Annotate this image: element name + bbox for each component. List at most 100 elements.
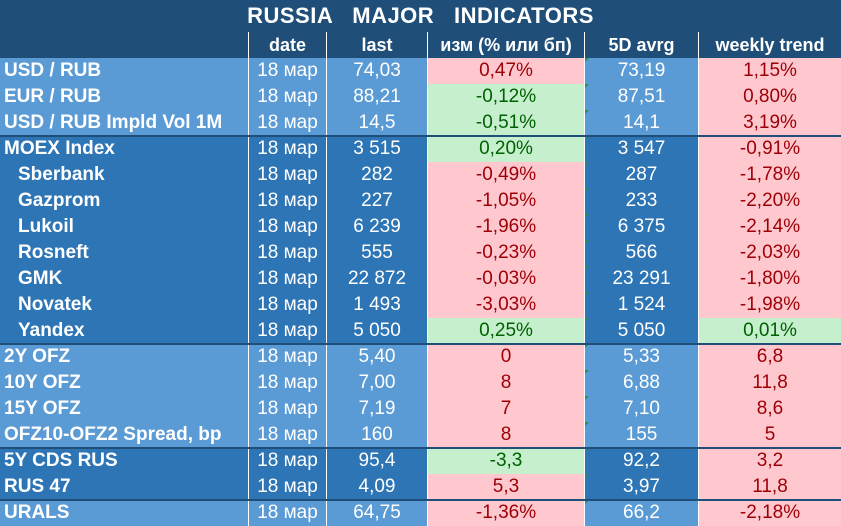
indicator-name: Gazprom [0, 188, 249, 214]
last-value-cell: 555 [327, 240, 428, 266]
table-row: URALS 18 мар 64,75 -1,36% 66,2 -2,18% [0, 500, 841, 526]
weekly-trend-cell: 6,8 [699, 344, 841, 370]
cell-comment-marker [585, 84, 589, 88]
table-row: Gazprom 18 мар 227 -1,05% 233 -2,20% [0, 188, 841, 214]
weekly-trend-cell: 11,8 [699, 370, 841, 396]
table-row: 2Y OFZ 18 мар 5,40 0 5,33 6,8 [0, 344, 841, 370]
cell-comment-marker [585, 214, 589, 218]
cell-comment-marker [585, 162, 589, 166]
change-cell: -0,51% [428, 110, 585, 136]
change-cell: 0,20% [428, 136, 585, 162]
five-day-average-cell: 87,51 [585, 84, 699, 110]
cell-comment-marker [585, 292, 589, 296]
change-cell: -1,96% [428, 214, 585, 240]
weekly-trend-cell: -1,80% [699, 266, 841, 292]
five-day-average-cell: 5,33 [585, 344, 699, 370]
cell-comment-marker [585, 58, 589, 62]
header-last: last [327, 32, 428, 58]
weekly-trend-cell: 5 [699, 422, 841, 448]
indicator-name: 2Y OFZ [0, 344, 249, 370]
indicator-name: 15Y OFZ [0, 396, 249, 422]
table-row: USD / RUB Impld Vol 1M 18 мар 14,5 -0,51% 14… [0, 110, 841, 136]
last-value-cell: 88,21 [327, 84, 428, 110]
weekly-trend-cell: -2,03% [699, 240, 841, 266]
cell-comment-marker [585, 188, 589, 192]
cell-comment-marker [585, 396, 589, 400]
cell-comment-marker [585, 136, 589, 140]
cell-comment-marker [585, 266, 589, 270]
indicator-name: USD / RUB Impld Vol 1M [0, 110, 249, 136]
weekly-trend-cell: 3,19% [699, 110, 841, 136]
date-cell: 18 мар [249, 110, 327, 136]
indicator-name: EUR / RUB [0, 84, 249, 110]
cell-comment-marker [585, 110, 589, 114]
last-value-cell: 5,40 [327, 344, 428, 370]
last-value-cell: 14,5 [327, 110, 428, 136]
header-row: date last изм (% или бп) 5D avrg weekly … [0, 32, 841, 58]
cell-comment-marker [585, 240, 589, 244]
last-value-cell: 160 [327, 422, 428, 448]
date-cell: 18 мар [249, 188, 327, 214]
change-cell: -3,3 [428, 448, 585, 474]
five-day-average-cell: 6,88 [585, 370, 699, 396]
five-day-average-cell: 92,2 [585, 448, 699, 474]
table-row: Sberbank 18 мар 282 -0,49% 287 -1,78% [0, 162, 841, 188]
weekly-trend-cell: -1,98% [699, 292, 841, 318]
five-day-average-cell: 233 [585, 188, 699, 214]
last-value-cell: 3 515 [327, 136, 428, 162]
weekly-trend-cell: -0,91% [699, 136, 841, 162]
cell-comment-marker [585, 422, 589, 426]
five-day-average-cell: 23 291 [585, 266, 699, 292]
date-cell: 18 мар [249, 318, 327, 344]
cell-comment-marker [585, 474, 589, 478]
change-cell: 8 [428, 370, 585, 396]
change-cell: -0,23% [428, 240, 585, 266]
date-cell: 18 мар [249, 396, 327, 422]
cell-comment-marker [585, 370, 589, 374]
cell-comment-marker [585, 318, 589, 322]
header-change: изм (% или бп) [428, 32, 585, 58]
indicator-name: OFZ10-OFZ2 Spread, bp [0, 422, 249, 448]
cell-comment-marker [585, 344, 589, 348]
change-cell: -0,49% [428, 162, 585, 188]
date-cell: 18 мар [249, 240, 327, 266]
change-cell: 5,3 [428, 474, 585, 500]
last-value-cell: 227 [327, 188, 428, 214]
table-row: MOEX Index 18 мар 3 515 0,20% 3 547 -0,91% [0, 136, 841, 162]
cell-comment-marker [585, 500, 589, 504]
weekly-trend-cell: 1,15% [699, 58, 841, 84]
table-row: Yandex 18 мар 5 050 0,25% 5 050 0,01% [0, 318, 841, 344]
group-divider [0, 447, 841, 449]
change-cell: 0,25% [428, 318, 585, 344]
indicator-name: MOEX Index [0, 136, 249, 162]
last-value-cell: 1 493 [327, 292, 428, 318]
weekly-trend-cell: 0,80% [699, 84, 841, 110]
date-cell: 18 мар [249, 292, 327, 318]
table-row: RUS 47 18 мар 4,09 5,3 3,97 11,8 [0, 474, 841, 500]
weekly-trend-cell: 11,8 [699, 474, 841, 500]
last-value-cell: 7,19 [327, 396, 428, 422]
change-cell: 8 [428, 422, 585, 448]
weekly-trend-cell: 0,01% [699, 318, 841, 344]
date-cell: 18 мар [249, 214, 327, 240]
date-cell: 18 мар [249, 58, 327, 84]
indicator-name: GMK [0, 266, 249, 292]
change-cell: -0,03% [428, 266, 585, 292]
indicator-name: Sberbank [0, 162, 249, 188]
header-weekly-trend: weekly trend [699, 32, 841, 58]
last-value-cell: 282 [327, 162, 428, 188]
group-divider [0, 135, 841, 137]
indicator-name: 10Y OFZ [0, 370, 249, 396]
change-cell: -3,03% [428, 292, 585, 318]
indicator-name: URALS [0, 500, 249, 526]
date-cell: 18 мар [249, 266, 327, 292]
indicator-name: Yandex [0, 318, 249, 344]
table-row: Lukoil 18 мар 6 239 -1,96% 6 375 -2,14% [0, 214, 841, 240]
change-cell: 0,47% [428, 58, 585, 84]
weekly-trend-cell: -2,18% [699, 500, 841, 526]
table-row: 15Y OFZ 18 мар 7,19 7 7,10 8,6 [0, 396, 841, 422]
date-cell: 18 мар [249, 84, 327, 110]
last-value-cell: 22 872 [327, 266, 428, 292]
table-row: 10Y OFZ 18 мар 7,00 8 6,88 11,8 [0, 370, 841, 396]
